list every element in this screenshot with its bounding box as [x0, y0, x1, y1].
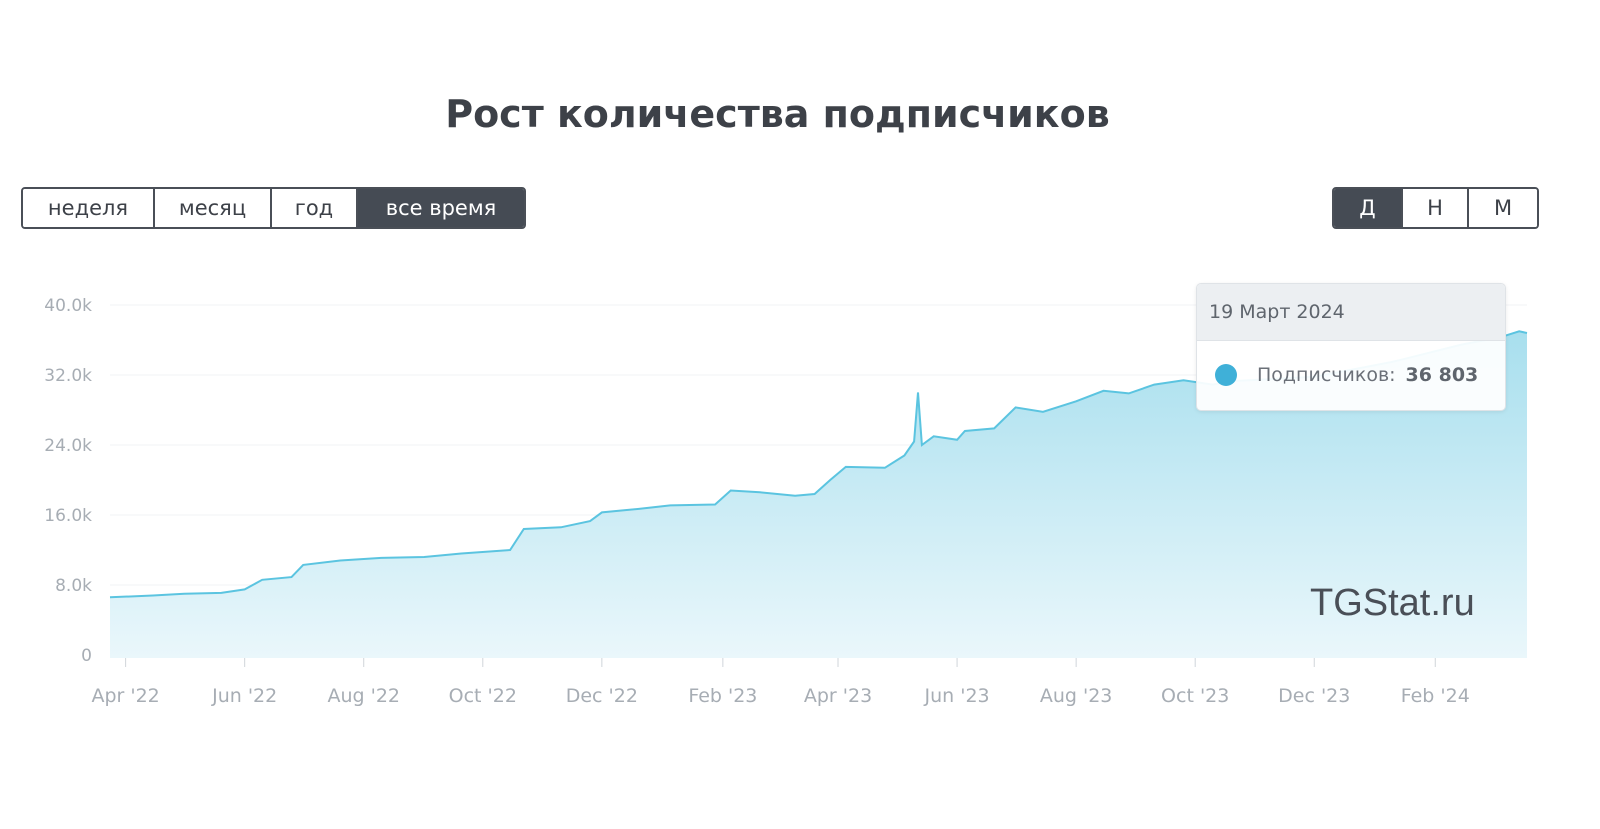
x-tick-label: Feb '23 [688, 685, 757, 707]
chart-title: Рост количества подписчиков [445, 92, 1110, 136]
area-fill [110, 331, 1527, 658]
granularity-selector: Д Н М [1332, 187, 1539, 229]
y-tick-label: 8.0k [55, 576, 92, 596]
x-tick-label: Aug '23 [1040, 685, 1113, 707]
watermark: TGStat.ru [1310, 582, 1475, 624]
y-tick-label: 24.0k [44, 436, 92, 456]
tooltip-series-label: Подписчиков: [1257, 364, 1396, 386]
y-tick-label: 0 [81, 646, 92, 666]
x-tick-label: Oct '22 [449, 685, 517, 707]
granularity-day-button[interactable]: Д [1334, 189, 1403, 227]
range-week-button[interactable]: неделя [23, 189, 155, 227]
series-line [109, 330, 1528, 599]
range-year-button[interactable]: год [272, 189, 358, 227]
granularity-month-button[interactable]: М [1469, 189, 1537, 227]
tooltip-date: 19 Март 2024 [1197, 284, 1505, 341]
x-tick-label: Aug '22 [327, 685, 400, 707]
x-tick-label: Feb '24 [1401, 685, 1470, 707]
x-tick-label: Apr '22 [91, 685, 159, 707]
x-tick-label: Dec '22 [566, 685, 638, 707]
granularity-week-button[interactable]: Н [1403, 189, 1469, 227]
y-tick-label: 32.0k [44, 366, 92, 386]
x-tick-label: Oct '23 [1161, 685, 1229, 707]
x-tick-label: Dec '23 [1278, 685, 1350, 707]
range-month-button[interactable]: месяц [155, 189, 272, 227]
y-tick-label: 16.0k [44, 506, 92, 526]
series-dot-icon [1215, 364, 1237, 386]
tooltip: 19 Март 2024 Подписчиков: 36 803 [1196, 283, 1506, 411]
x-tick-label: Apr '23 [804, 685, 872, 707]
tooltip-value: 36 803 [1405, 364, 1479, 386]
range-all-time-button[interactable]: все время [358, 189, 524, 227]
range-selector: неделя месяц год все время [21, 187, 526, 229]
x-tick-label: Jun '23 [924, 685, 990, 707]
x-tick-label: Jun '22 [211, 685, 277, 707]
y-tick-label: 40.0k [44, 296, 92, 316]
